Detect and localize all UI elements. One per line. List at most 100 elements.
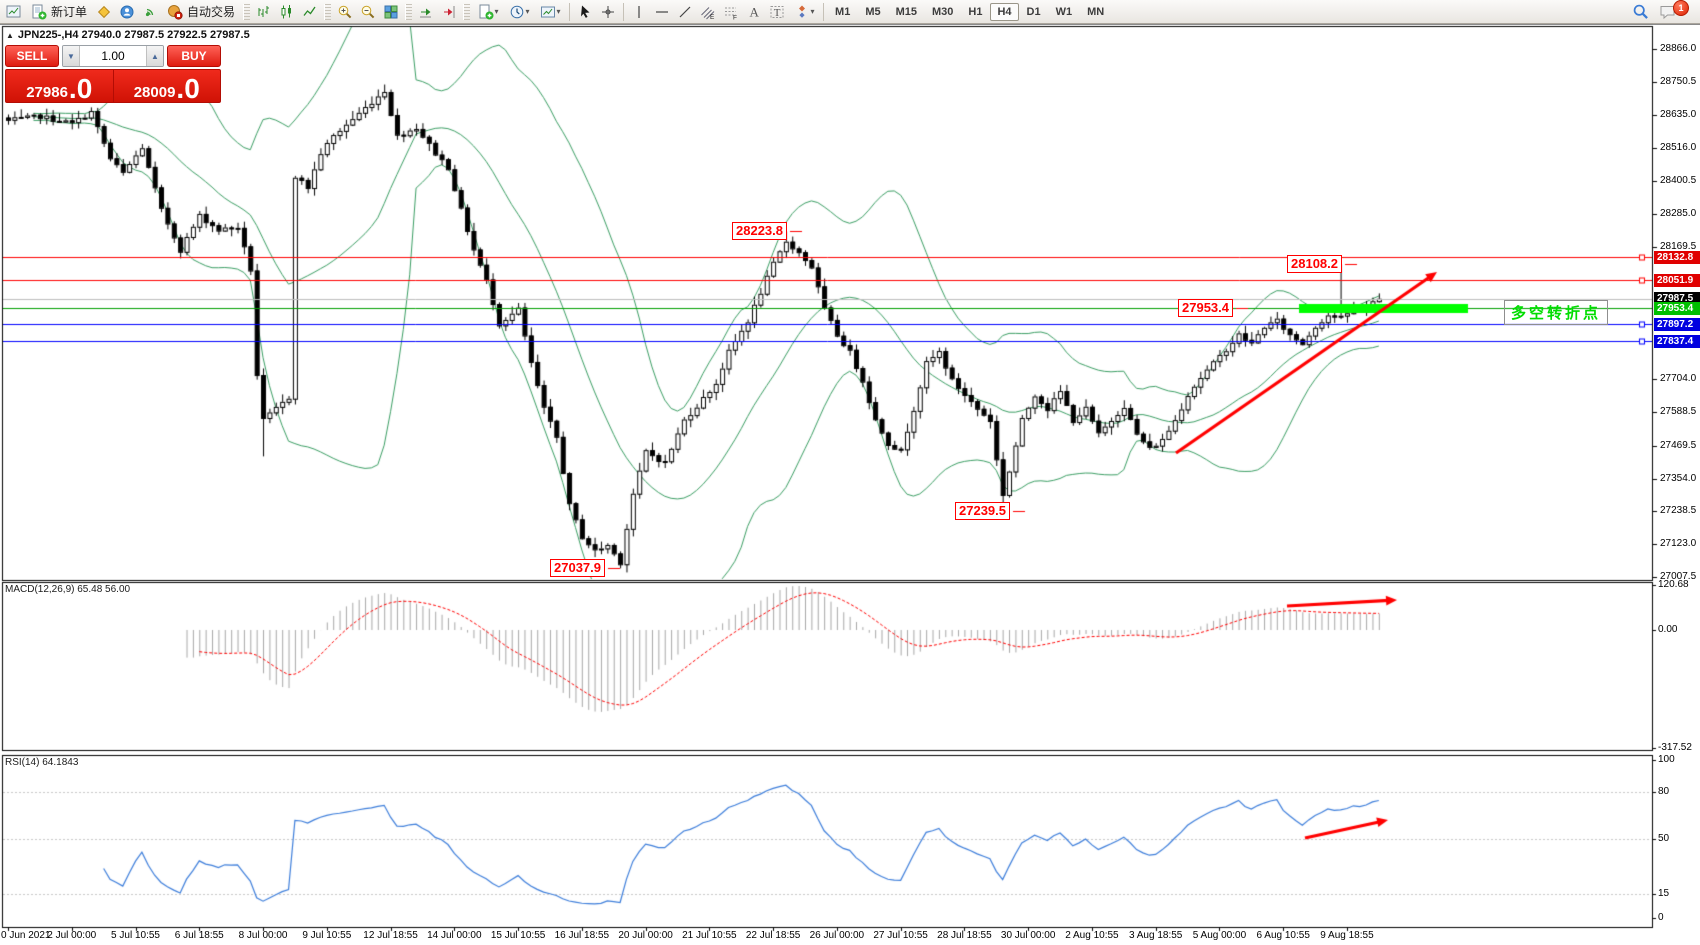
time-axis-label: 26 Jul 00:00: [809, 930, 865, 941]
time-axis-label: 28 Jul 18:55: [937, 930, 992, 941]
market-icon[interactable]: [116, 2, 138, 22]
price-axis-tick-label: 28635.0: [1660, 108, 1697, 120]
price-axis-tick-label: 28750.5: [1660, 75, 1697, 87]
trendline-tool-icon[interactable]: [674, 2, 696, 22]
zoom-in-icon[interactable]: [334, 2, 356, 22]
price-axis-tick-label: 28285.0: [1660, 208, 1697, 220]
indicators-dropdown-icon[interactable]: ▾: [473, 2, 503, 22]
toolbar-grip[interactable]: [324, 3, 332, 20]
arrows-tool-dropdown-icon[interactable]: ▾: [789, 2, 819, 22]
chart-shift-icon[interactable]: [438, 2, 460, 22]
tab-timeframe-m5[interactable]: M5: [865, 5, 881, 18]
tab-timeframe-m15[interactable]: M15: [895, 5, 917, 18]
line-chart-type-icon[interactable]: [299, 2, 321, 22]
tab-timeframe-m30[interactable]: M30: [932, 5, 954, 18]
toolbar-grip[interactable]: [463, 3, 471, 20]
tab-timeframe-h1[interactable]: H1: [968, 5, 983, 18]
price-axis-tag: 28051.9: [1654, 273, 1700, 287]
volume-increase-button[interactable]: ▲: [146, 46, 163, 66]
tab-timeframe-d1[interactable]: D1: [1026, 5, 1041, 18]
time-axis-label: 6 Aug 10:55: [1256, 930, 1310, 941]
volume-value[interactable]: 1.00: [101, 49, 125, 63]
auto-scroll-icon[interactable]: [415, 2, 437, 22]
price-axis-tick-label: 27469.5: [1660, 439, 1697, 451]
rsi-axis-label: 50: [1658, 833, 1670, 844]
tab-timeframe-h4[interactable]: H4: [990, 2, 1019, 21]
notification-badge: 1: [1673, 0, 1689, 16]
new-order-button[interactable]: 新订单: [26, 2, 92, 22]
equidistant-channel-tool-icon[interactable]: E: [697, 2, 719, 22]
metaeditor-icon[interactable]: [93, 2, 115, 22]
time-axis-label: 8 Jul 00:00: [238, 930, 288, 941]
time-axis-label: 5 Jul 10:55: [111, 930, 160, 941]
price-axis-tick-label: 27007.5: [1660, 570, 1697, 582]
price-axis-tag: 27837.4: [1654, 334, 1700, 348]
price-axis-tick-label: 27123.0: [1660, 538, 1697, 550]
window-frame-divider: [0, 24, 1700, 25]
bar-chart-type-icon[interactable]: [253, 2, 275, 22]
periods-clock-dropdown-icon[interactable]: ▾: [504, 2, 534, 22]
text-label-tool-icon[interactable]: T: [766, 2, 788, 22]
price-axis-tick-label: 28516.0: [1660, 142, 1697, 154]
rsi-axis-label: 15: [1658, 888, 1670, 900]
templates-dropdown-icon[interactable]: ▾: [535, 2, 565, 22]
search-icon[interactable]: [1629, 2, 1651, 22]
horizontal-line-tool-icon[interactable]: [651, 2, 673, 22]
autotrade-button[interactable]: 自动交易: [162, 2, 240, 22]
signals-icon[interactable]: [139, 2, 161, 22]
toolbar-grip[interactable]: [243, 3, 251, 20]
volume-decrease-button[interactable]: ▼: [63, 46, 80, 66]
quote-prices: 27986.0 28009.0: [5, 69, 221, 103]
crosshair-tool-icon[interactable]: [597, 2, 619, 22]
buy-price-main: 28009: [133, 84, 176, 101]
annotation-note[interactable]: 多空转折点: [1504, 300, 1609, 325]
collapse-icon[interactable]: ▲: [6, 30, 14, 40]
time-axis-label: 12 Jul 18:55: [363, 930, 418, 941]
svg-text:T: T: [774, 7, 781, 19]
macd-axis-label: -317.52: [1658, 742, 1692, 754]
time-axis-label: 2 Aug 10:55: [1065, 930, 1119, 941]
time-axis-label: 2 Jul 00:00: [47, 930, 97, 941]
buy-button[interactable]: BUY: [167, 45, 221, 67]
time-axis-label: 5 Aug 00:00: [1192, 930, 1247, 941]
tab-timeframe-mn[interactable]: MN: [1087, 5, 1105, 18]
price-callout-label[interactable]: 27953.4: [1178, 299, 1233, 318]
charts-icon[interactable]: [3, 2, 25, 22]
time-axis-label: 0 Jun 2021: [1, 930, 51, 941]
sell-button[interactable]: SELL: [5, 45, 59, 67]
time-axis-label: 15 Jul 10:55: [490, 930, 546, 941]
rsi-axis-label: 80: [1658, 785, 1670, 797]
svg-text:F: F: [733, 14, 737, 20]
buy-price: 28009.0: [112, 70, 221, 103]
notifications-chat-icon[interactable]: 1: [1659, 0, 1689, 22]
price-chart-canvas[interactable]: [0, 25, 1700, 945]
svg-text:A: A: [750, 4, 760, 19]
price-callout-label[interactable]: 27037.9: [550, 559, 605, 578]
text-tool-icon[interactable]: A: [743, 2, 765, 22]
time-axis-label: 6 Jul 18:55: [174, 930, 224, 941]
price-callout-label[interactable]: 28108.2: [1287, 255, 1342, 274]
candlestick-type-icon[interactable]: [276, 2, 298, 22]
macd-axis-label: 0.00: [1658, 624, 1678, 635]
time-axis-label: 14 Jul 00:00: [427, 930, 482, 941]
price-axis-tick-label: 27354.0: [1660, 472, 1697, 484]
zoom-out-icon[interactable]: [357, 2, 379, 22]
tab-timeframe-w1[interactable]: W1: [1055, 5, 1073, 18]
price-callout-label[interactable]: 28223.8: [732, 222, 787, 241]
time-axis-label: 21 Jul 10:55: [682, 930, 737, 941]
price-callout-label[interactable]: 27239.5: [955, 502, 1010, 521]
toolbar-grip[interactable]: [405, 3, 413, 20]
tab-timeframe-m1[interactable]: M1: [835, 5, 851, 18]
vertical-line-tool-icon[interactable]: [628, 2, 650, 22]
cursor-tool-icon[interactable]: [574, 2, 596, 22]
price-axis-tick-label: 27704.0: [1660, 373, 1697, 385]
fibonacci-tool-icon[interactable]: F: [720, 2, 742, 22]
rsi-indicator-label: RSI(14) 64.1843: [5, 757, 79, 768]
tile-windows-icon[interactable]: [380, 2, 402, 22]
price-axis-tick-label: 28866.0: [1660, 43, 1697, 54]
rsi-axis-label: 100: [1658, 754, 1675, 765]
one-click-trading-panel: SELL ▼ 1.00 ▲ BUY 27986.0 28009.0: [5, 45, 221, 103]
price-axis-tick-label: 27238.5: [1660, 505, 1697, 517]
autotrade-label: 自动交易: [187, 5, 236, 19]
new-order-label: 新订单: [51, 5, 88, 19]
